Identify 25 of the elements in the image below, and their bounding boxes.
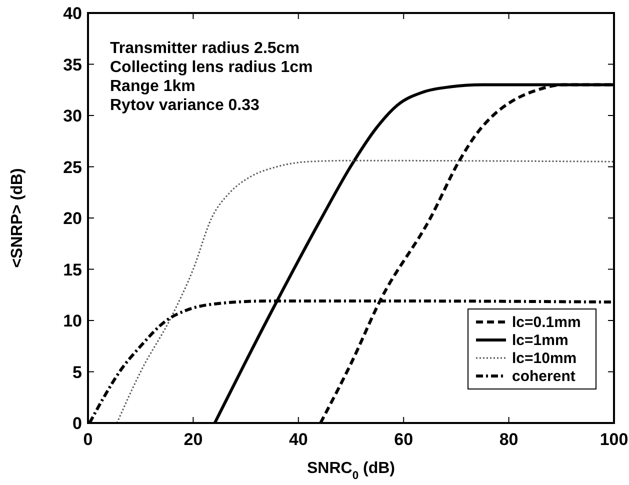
x-axis-title: SNRC$_{0}$ (dB): [306, 460, 396, 482]
y-tick-label: 35: [63, 55, 82, 74]
y-tick-label: 5: [72, 362, 82, 382]
legend-label: coherent: [512, 368, 576, 385]
x-tick-label: 20: [184, 430, 203, 449]
y-tick-label: 40: [63, 4, 82, 23]
x-tick-label: 40: [288, 430, 308, 449]
annotation: Transmitter radius 2.5cm: [110, 40, 300, 57]
legend-label: lc=10mm: [512, 350, 577, 367]
y-tick-label: 15: [63, 260, 82, 280]
y-tick-label: 30: [63, 106, 82, 126]
x-tick-label: 60: [394, 430, 414, 449]
y-tick-label: 0: [72, 414, 82, 433]
annotation: Range 1km: [110, 78, 196, 95]
legend-label: lc=1mm: [512, 332, 568, 349]
annotation: Rytov variance 0.33: [110, 97, 260, 114]
line-series: [116, 160, 615, 424]
x-tick-label: 100: [600, 430, 628, 449]
annotation: Collecting lens radius 1cm: [110, 59, 313, 76]
x-tick-label: 80: [499, 430, 518, 449]
y-tick-label: 10: [63, 312, 82, 330]
y-axis-title: <SNRP> (dB): [9, 168, 26, 268]
y-tick-label: 25: [63, 158, 82, 177]
legend-label: lc=0.1mm: [512, 314, 581, 331]
y-tick-label: 20: [63, 209, 82, 228]
